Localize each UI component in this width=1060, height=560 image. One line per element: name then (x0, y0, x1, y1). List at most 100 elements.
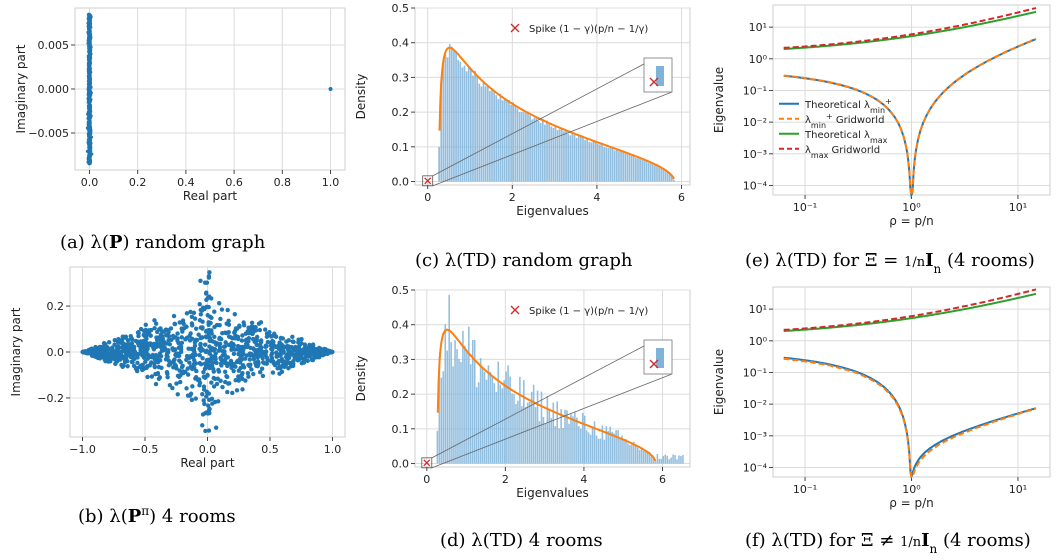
eigenvalue-point (226, 334, 232, 339)
histogram-bar (550, 126, 553, 182)
eigenvalue-point (293, 346, 299, 352)
histogram-bar (635, 157, 637, 182)
histogram-bar (495, 391, 498, 464)
histogram-bar (609, 147, 612, 182)
eigenvalue-point (179, 326, 184, 331)
eigenvalue-point (165, 374, 170, 380)
histogram-bar (636, 447, 639, 464)
histogram-bar (599, 438, 602, 464)
y-axis-label: Imaginary part (14, 44, 28, 133)
caption-a: (a) λ(P) random graph (60, 232, 266, 253)
eigenvalue-point (222, 369, 228, 375)
histogram-bar (645, 160, 648, 182)
histogram-bar (512, 102, 515, 182)
eigenvalue-point (211, 369, 216, 374)
eigenvalue-point (87, 54, 92, 58)
histogram-bar (563, 131, 565, 182)
eigenvalue-point (197, 318, 203, 323)
histogram-bar (668, 459, 670, 464)
eigenvalue-point (269, 334, 274, 339)
histogram-bar (450, 342, 452, 464)
histogram-bar (442, 371, 445, 464)
eigenvalue-point (205, 411, 211, 416)
histogram-bar (594, 141, 597, 182)
eigenvalue-point (322, 346, 327, 352)
eigenvalue-point (257, 370, 263, 375)
histogram-bar (511, 393, 513, 464)
eigenvalue-point (316, 353, 322, 359)
eigenvalue-point (205, 390, 210, 396)
histogram-bar (537, 120, 540, 182)
eigenvalue-point (164, 341, 169, 346)
histogram-bar (662, 456, 665, 464)
eigenvalue-point (204, 357, 210, 363)
histogram-bar (611, 431, 613, 464)
eigenvalue-point (247, 351, 253, 356)
histogram-bar (643, 159, 646, 182)
histogram-bar (554, 426, 557, 464)
x-tick-label: 0.2 (129, 176, 147, 189)
inset-spike-marker (649, 77, 659, 87)
eigenvalue-point (143, 359, 148, 364)
histogram-bar (552, 402, 555, 464)
x-tick-label: 0.0 (81, 176, 99, 189)
eigenvalue-point (245, 342, 250, 347)
histogram-bar (475, 387, 478, 464)
x-tick-label: 2 (509, 191, 516, 204)
histogram-bar (505, 101, 508, 182)
eigenvalue-point (88, 23, 92, 27)
histogram-bar (632, 154, 635, 182)
eigenvalue-point (193, 352, 198, 358)
histogram-bar (521, 406, 523, 464)
eigenvalue-point (143, 322, 148, 327)
eigenvalue-point (296, 355, 302, 360)
eigenvalue-point (229, 365, 234, 370)
eigenvalue-point (200, 355, 205, 361)
eigenvalue-point (87, 44, 91, 48)
histogram-bar (578, 426, 580, 464)
histogram-bar (497, 361, 500, 464)
eigenvalue-point (215, 342, 221, 347)
eigenvalue-point (205, 372, 210, 378)
eigenvalue-point (120, 334, 125, 339)
histogram-bar (444, 324, 447, 464)
inset-spike-marker (649, 359, 659, 369)
x-tick-label: 6 (678, 191, 685, 204)
eigenvalue-point (120, 364, 125, 370)
eigenvalue-point (146, 328, 152, 333)
eigenvalue-point (218, 355, 223, 361)
eigenvalue-point (213, 359, 218, 365)
eigenvalue-point (227, 381, 232, 386)
eigenvalue-point (287, 350, 293, 355)
histogram-bar (609, 426, 612, 464)
histogram-bar (580, 428, 582, 464)
eigenvalue-point (198, 342, 203, 347)
histogram-bar (491, 88, 493, 182)
eigenvalue-point (87, 137, 91, 141)
x-tick-label: 10⁻¹ (793, 483, 817, 496)
eigenvalue-point (286, 338, 291, 343)
x-tick-label: 1.0 (322, 176, 340, 189)
histogram-bar (499, 384, 502, 464)
eigenvalue-point (136, 333, 141, 339)
eigenvalue-point (307, 354, 312, 359)
x-tick-label: 10⁰ (902, 483, 921, 496)
eigenvalue-point (175, 373, 181, 379)
density-curve (438, 46, 675, 180)
eigenvalue-point (152, 357, 158, 362)
eigenvalue-point (198, 278, 203, 284)
histogram-bar (591, 427, 594, 464)
histogram-bar (528, 402, 531, 464)
eigenvalue-point (208, 320, 213, 326)
eigenvalue-point (216, 301, 222, 306)
eigenvalue-point (192, 316, 198, 321)
eigenvalue-point (171, 365, 176, 370)
histogram-bar (660, 458, 663, 464)
eigenvalue-point (225, 307, 230, 313)
histogram-bar (497, 99, 500, 182)
histogram-bar (532, 384, 535, 464)
y-tick-label: 0.2 (392, 106, 410, 119)
histogram-bar (503, 380, 505, 464)
legend-spike-label: Spike (1 − γ)(p/n − 1/γ) (529, 24, 648, 35)
eigenvalue-point (211, 375, 216, 381)
